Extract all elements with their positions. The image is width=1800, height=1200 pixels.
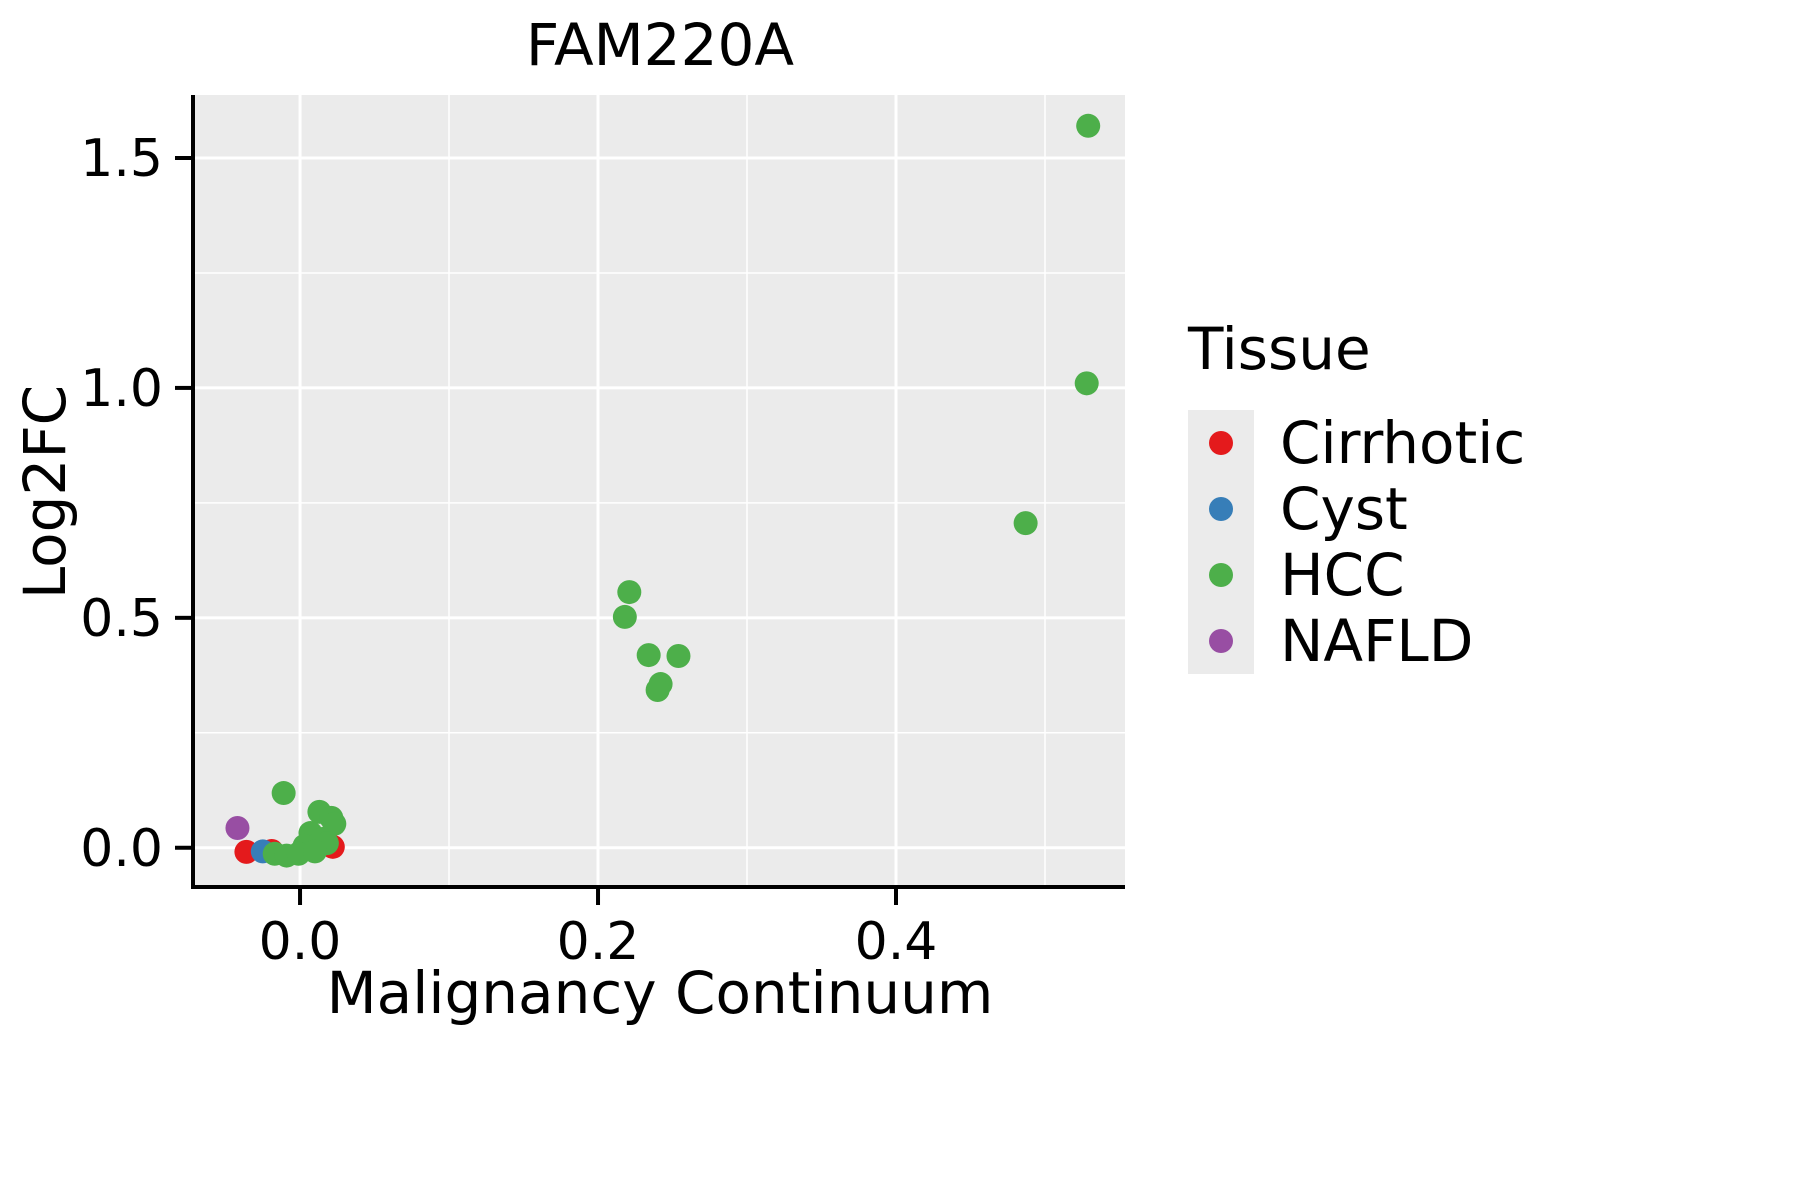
plot-panel <box>195 95 1125 885</box>
x-axis-label: Malignancy Continuum <box>326 959 994 1027</box>
data-point-hcc <box>1076 113 1101 138</box>
legend-dot-icon <box>1209 628 1233 653</box>
data-point-hcc <box>302 839 327 864</box>
legend-label: NAFLD <box>1280 606 1474 675</box>
y-axis-label: Log2FC <box>11 384 79 600</box>
legend-dot-icon <box>1209 430 1233 455</box>
legend-key <box>1188 475 1254 542</box>
y-tick-label: 1.0 <box>80 359 163 419</box>
x-tick-label: 0.4 <box>855 912 938 972</box>
chart-title: FAM220A <box>525 11 795 79</box>
legend-item-hcc: HCC <box>1188 540 1525 609</box>
legend-label: Cyst <box>1280 474 1408 543</box>
x-tick-label: 0.2 <box>557 912 640 972</box>
x-tick-label: 0.0 <box>259 912 342 972</box>
legend-dot-icon <box>1209 496 1233 521</box>
legend-label: HCC <box>1280 540 1405 609</box>
data-point-hcc <box>1013 511 1038 536</box>
y-tick-label: 0.5 <box>80 589 163 649</box>
legend-item-cirrhotic: Cirrhotic <box>1188 408 1526 477</box>
data-point-hcc <box>1074 371 1099 396</box>
data-point-hcc <box>612 604 637 629</box>
legend-title: Tissue <box>1188 315 1371 383</box>
legend-label: Cirrhotic <box>1280 408 1526 477</box>
legend-key <box>1188 607 1254 674</box>
legend-dot-icon <box>1209 562 1233 587</box>
data-point-hcc <box>645 678 670 703</box>
y-tick-label: 0.0 <box>80 819 163 879</box>
data-point-hcc <box>636 643 661 668</box>
legend-item-nafld: NAFLD <box>1188 606 1525 675</box>
legend-item-cyst: Cyst <box>1188 474 1525 543</box>
y-tick-label: 1.5 <box>80 129 163 189</box>
legend-key <box>1188 409 1254 476</box>
data-point-nafld <box>225 815 250 840</box>
legend-items: Cirrhotic Cyst HCC NAFLD <box>1188 408 1526 675</box>
legend: Tissue Cirrhotic Cyst HCC NAFLD <box>1188 315 1526 675</box>
data-point-hcc <box>666 644 691 669</box>
legend-key <box>1188 541 1254 608</box>
data-point-hcc <box>617 580 642 605</box>
data-point-hcc <box>271 781 296 806</box>
